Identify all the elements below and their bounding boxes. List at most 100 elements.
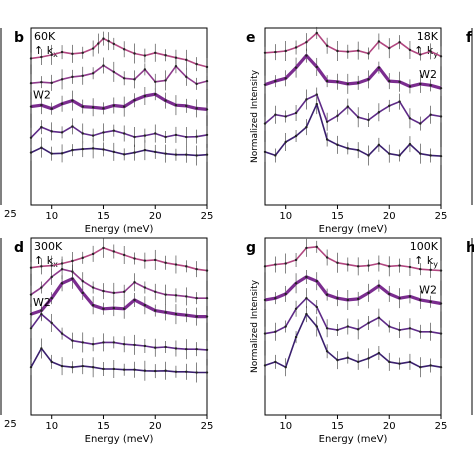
data-point-g-2-1 xyxy=(274,330,277,334)
data-point-e-2-8 xyxy=(346,105,350,108)
data-point-g-1-14 xyxy=(408,295,412,298)
data-point-g-3-2 xyxy=(284,366,287,369)
data-point-b-0-8 xyxy=(102,37,105,40)
data-point-e-2-12 xyxy=(388,104,391,108)
data-point-g-0-13 xyxy=(398,264,401,267)
data-point-e-1-1 xyxy=(274,79,277,83)
data-point-d-2-12 xyxy=(154,309,157,312)
data-point-e-1-15 xyxy=(419,82,422,86)
x-tick-label-g-1: 15 xyxy=(331,421,344,432)
x-tick-label-g-0: 10 xyxy=(279,421,292,432)
data-point-d-1-9 xyxy=(122,290,126,294)
data-point-g-0-15 xyxy=(419,267,422,271)
data-point-d-4-4 xyxy=(71,366,74,369)
series-line-e-2 xyxy=(264,93,442,125)
data-point-b-4-11 xyxy=(143,148,147,152)
data-point-e-0-2 xyxy=(284,49,287,53)
data-point-b-4-15 xyxy=(185,153,188,156)
data-point-b-4-5 xyxy=(81,147,84,151)
series-line-e-1 xyxy=(264,53,442,90)
x-tick-label-b-3: 25 xyxy=(201,211,214,222)
data-point-d-0-12 xyxy=(154,258,157,262)
data-point-e-3-4 xyxy=(305,125,308,129)
data-point-d-4-8 xyxy=(112,367,116,371)
data-point-d-2-6 xyxy=(91,304,95,307)
data-point-d-2-17 xyxy=(205,315,209,318)
panel-g: 10 15 20 25 Energy (meV) Normalized Intensity… xyxy=(246,237,447,445)
data-point-b-0-13 xyxy=(143,54,147,57)
data-point-d-0-7 xyxy=(102,246,105,250)
data-point-e-2-10 xyxy=(367,118,370,122)
data-point-g-2-0 xyxy=(263,332,267,335)
data-point-e-3-15 xyxy=(419,152,422,155)
data-point-d-1-12 xyxy=(154,290,157,294)
data-point-b-4-13 xyxy=(164,152,167,155)
data-point-d-4-9 xyxy=(122,368,126,371)
data-point-g-3-17 xyxy=(439,366,443,369)
series-line-b-4 xyxy=(30,146,208,157)
data-point-b-1-5 xyxy=(81,74,84,77)
x-axis-label-b: Energy (meV) xyxy=(85,224,154,235)
data-point-d-0-4 xyxy=(71,259,74,263)
data-point-e-0-1 xyxy=(274,50,277,54)
cut-panel-letter-h: h xyxy=(466,240,474,256)
data-point-d-3-5 xyxy=(81,341,84,344)
data-point-e-0-17 xyxy=(439,55,443,58)
annotation-direction-sub-g: y xyxy=(433,260,438,269)
data-point-b-0-19 xyxy=(205,65,209,69)
inline-label-b: W2 xyxy=(33,89,51,102)
x-axis-label-d: Energy (meV) xyxy=(85,434,154,445)
data-point-g-3-6 xyxy=(325,350,329,353)
data-point-d-1-5 xyxy=(81,279,84,283)
data-point-e-3-13 xyxy=(398,154,401,157)
data-point-g-0-3 xyxy=(294,258,298,262)
panel-letter-g: g xyxy=(246,240,256,256)
data-point-d-3-2 xyxy=(50,321,53,325)
inline-label-g: W2 xyxy=(419,283,437,296)
data-point-b-2-11 xyxy=(143,94,147,98)
data-point-d-4-15 xyxy=(185,370,188,374)
annotation-direction-arrow-b: ↑ k xyxy=(34,44,54,57)
data-point-e-2-4 xyxy=(305,98,308,101)
series-g-3 xyxy=(263,306,443,378)
data-point-d-4-16 xyxy=(195,371,198,374)
data-point-g-3-0 xyxy=(263,364,267,367)
data-point-g-2-16 xyxy=(429,330,432,334)
data-point-b-3-0 xyxy=(29,136,33,139)
data-point-g-1-7 xyxy=(336,296,339,300)
panel-letter-b: b xyxy=(14,30,24,46)
panel-letter-e: e xyxy=(246,30,256,46)
data-point-g-1-5 xyxy=(315,279,318,283)
data-point-b-2-8 xyxy=(112,104,116,107)
data-point-b-4-0 xyxy=(29,151,33,154)
cut-tick-label-left-bottom: 25 xyxy=(4,419,17,430)
data-point-d-1-16 xyxy=(195,296,198,300)
data-point-g-0-14 xyxy=(408,265,412,269)
data-point-d-4-14 xyxy=(174,370,178,374)
data-point-b-4-12 xyxy=(154,150,157,154)
data-point-e-0-14 xyxy=(408,48,412,52)
data-point-d-0-13 xyxy=(164,261,167,264)
data-point-b-1-17 xyxy=(205,79,209,83)
data-point-b-1-7 xyxy=(102,64,105,67)
data-point-b-1-3 xyxy=(60,78,64,81)
data-point-e-1-16 xyxy=(429,84,432,87)
data-point-e-3-11 xyxy=(377,143,381,147)
data-point-e-2-16 xyxy=(429,113,432,116)
data-point-d-4-13 xyxy=(164,369,167,372)
data-point-d-1-17 xyxy=(205,296,209,300)
data-point-g-1-13 xyxy=(398,296,401,300)
data-point-d-2-0 xyxy=(29,312,33,316)
data-point-b-0-5 xyxy=(81,51,84,54)
data-point-d-2-15 xyxy=(185,313,188,317)
data-point-b-2-13 xyxy=(164,99,167,102)
data-point-b-1-6 xyxy=(91,72,95,75)
data-point-g-0-0 xyxy=(263,265,267,268)
data-point-b-2-7 xyxy=(102,107,105,110)
data-point-e-0-13 xyxy=(398,40,401,44)
data-point-g-1-15 xyxy=(419,298,422,302)
data-point-e-3-7 xyxy=(336,143,339,147)
data-point-g-1-2 xyxy=(284,292,287,296)
data-point-b-2-14 xyxy=(174,103,178,107)
x-tick-label-d-1: 15 xyxy=(97,421,110,432)
